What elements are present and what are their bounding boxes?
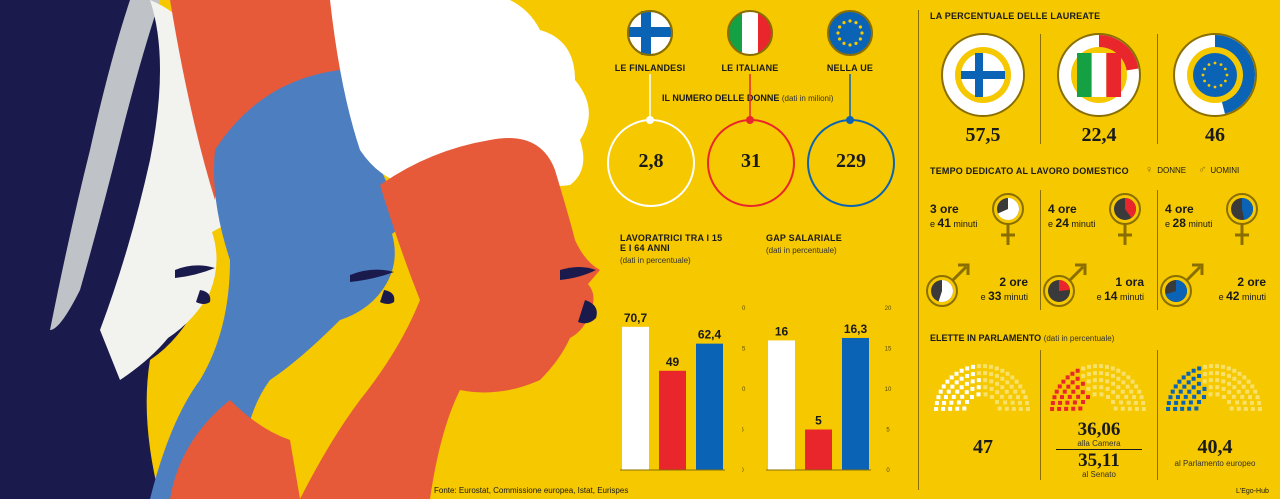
graduates-value-finland: 57,5 — [965, 124, 1001, 146]
bar-value-label: 70,7 — [624, 311, 648, 325]
y-tick-label-right: 15 — [885, 347, 892, 353]
country-label-finland: LE FINLANDESI — [614, 63, 686, 73]
chart-gap-subtitle: (dati in percentuale) — [766, 246, 837, 255]
chart-workers-subtitle: (dati in percentuale) — [620, 256, 691, 265]
blue-profile — [150, 70, 410, 499]
housework-men-italy: 1 ora e 14 minuti — [1096, 275, 1144, 303]
graduates-pie-finland — [941, 33, 1025, 117]
graduates-title: LA PERCENTUALE DELLE LAUREATE — [930, 11, 1101, 21]
women-count-circle-finland — [607, 119, 695, 207]
clock-men — [1043, 275, 1075, 307]
graduates-value-eu: 46 — [1205, 124, 1225, 146]
housework-men-finland: 2 ore e 33 minuti — [980, 275, 1028, 303]
hemicycle — [1050, 364, 1146, 411]
bar-value-label: 49 — [666, 355, 680, 369]
parliament-it-camera: 36,06 — [1077, 419, 1121, 440]
parliament-unit: (dati in percentuale) — [1043, 334, 1115, 343]
parliament-title: ELETTE IN PARLAMENTO — [930, 333, 1042, 343]
bar — [622, 326, 649, 470]
y-tick-label-right: 20 — [885, 306, 892, 312]
y-tick-label: 5 — [742, 428, 744, 434]
housework-clocks — [926, 193, 1258, 307]
parliament-it-senato-label: al Senato — [1082, 470, 1116, 479]
clock-men — [1160, 275, 1192, 307]
women-count-title: IL NUMERO DELLE DONNE (dati in milioni) — [662, 93, 834, 103]
parliament-value-finland: 47 — [973, 436, 993, 458]
parliament-eu-block: 40,4 al Parlamento europeo — [1160, 436, 1270, 468]
chart-workers-header: LAVORATRICI TRA I 15 E I 64 ANNI (dati i… — [620, 233, 730, 265]
women-profiles-illustration — [0, 0, 600, 499]
women-count-eu: 229 — [836, 150, 866, 172]
coral-profile — [300, 138, 600, 499]
hemicycle — [1166, 364, 1262, 411]
graduates-pie-eu — [1173, 33, 1257, 117]
housework-legend: ♀ DONNE ♂ UOMINI — [1145, 164, 1239, 176]
y-tick-label: 20 — [742, 306, 746, 312]
housework-men-eu: 2 ore e 42 minuti — [1218, 275, 1266, 303]
bar — [696, 343, 723, 470]
footer-credit: L'Ego-Hub — [1236, 488, 1269, 495]
y-tick-label-right: 0 — [886, 468, 890, 474]
y-tick-label: 0 — [742, 468, 744, 474]
clock-women — [1109, 193, 1141, 225]
graduates-pie-italy — [1057, 33, 1141, 117]
parliament-hemicycles — [934, 364, 1262, 411]
y-tick-label-right: 10 — [885, 387, 892, 393]
chart-gap-title: GAP SALARIALE — [766, 233, 842, 243]
female-symbol-icon: ♀ — [1145, 164, 1154, 176]
parliament-it-camera-label: alla Camera — [1077, 439, 1121, 448]
y-tick-label: 15 — [742, 347, 746, 353]
bar-value-label: 16 — [775, 324, 789, 338]
divider-main — [918, 10, 919, 490]
graduates-value-italy: 22,4 — [1081, 124, 1117, 146]
finland-flag-icon — [627, 10, 673, 56]
y-tick-label-right: 5 — [886, 428, 890, 434]
bar-value-label: 62,4 — [698, 328, 722, 342]
bar-value-label: 16,3 — [844, 322, 868, 336]
parliament-value-eu: 40,4 — [1197, 436, 1233, 458]
women-count-circle-eu — [807, 119, 895, 207]
country-label-italy: LE ITALIANE — [721, 63, 779, 73]
legend-women: DONNE — [1157, 165, 1187, 175]
y-tick-label: 10 — [742, 387, 746, 393]
clock-men — [926, 275, 958, 307]
women-count-finland: 2,8 — [638, 150, 664, 172]
parliament-italy-block: 36,06 alla Camera 35,11 al Senato — [1056, 420, 1142, 479]
country-label-eu: NELLA UE — [826, 63, 874, 73]
italy-flag-icon — [727, 10, 773, 56]
parliament-title-row: ELETTE IN PARLAMENTO (dati in percentual… — [930, 333, 1114, 343]
parliament-it-senato: 35,11 — [1078, 450, 1120, 471]
male-symbol-icon: ♂ — [1198, 164, 1207, 176]
women-count-italy: 31 — [741, 150, 761, 172]
chart-gap: 0 5 10 15 20 16 5 16,3 0 5 10 15 20 — [742, 306, 892, 474]
bar — [768, 340, 795, 470]
hemicycle — [934, 364, 1030, 411]
parliament-eu-label: al Parlamento europeo — [1174, 459, 1256, 468]
bar-value-label: 5 — [815, 414, 822, 428]
bar — [842, 337, 869, 470]
housework-women-eu: 4 ore e 28 minuti — [1165, 202, 1213, 230]
housework-women-finland: 3 ore e 41 minuti — [930, 202, 978, 230]
housework-women-italy: 4 ore e 24 minuti — [1048, 202, 1096, 230]
women-count-circle-italy — [707, 119, 795, 207]
clock-women — [992, 193, 1024, 225]
chart-gap-header: GAP SALARIALE (dati in percentuale) — [766, 233, 886, 255]
bar — [805, 429, 832, 470]
bar — [659, 370, 686, 470]
legend-men: UOMINI — [1210, 165, 1240, 175]
clock-women — [1226, 193, 1258, 225]
eu-flag-icon — [827, 10, 873, 56]
housework-title: TEMPO DEDICATO AL LAVORO DOMESTICO — [930, 166, 1129, 176]
footer-source: Fonte: Eurostat, Commissione europea, Is… — [434, 486, 629, 495]
chart-workers-title: LAVORATRICI TRA I 15 E I 64 ANNI — [620, 233, 723, 253]
